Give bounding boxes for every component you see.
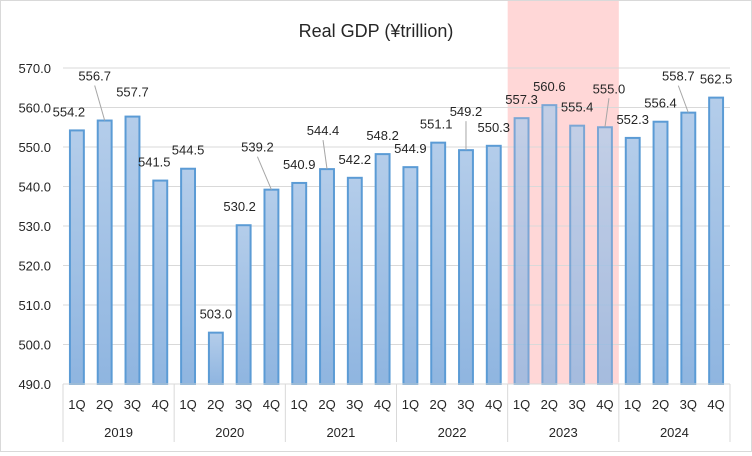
data-label: 556.7 xyxy=(78,69,111,84)
bar-2021-1Q xyxy=(291,181,308,385)
bar-2021-3Q xyxy=(346,176,363,385)
bar-2020-3Q xyxy=(235,224,252,385)
y-tick-label: 570.0 xyxy=(18,61,51,76)
data-label: 554.2 xyxy=(53,104,86,119)
data-label: 548.2 xyxy=(366,128,399,143)
x-tick-label: 2Q xyxy=(207,397,224,412)
leader-line xyxy=(256,156,272,190)
x-tick-label: 4Q xyxy=(485,397,502,412)
x-group-label: 2023 xyxy=(549,425,578,440)
bar-2023-1Q xyxy=(513,117,530,385)
x-group-label: 2020 xyxy=(215,425,244,440)
bar-2024-4Q xyxy=(708,96,725,385)
bar-2019-4Q xyxy=(152,179,169,385)
x-tick-label: 2Q xyxy=(652,397,669,412)
data-label: 544.4 xyxy=(307,123,340,138)
chart-title: Real GDP (¥trillion) xyxy=(299,21,454,41)
bar-2024-3Q xyxy=(680,111,697,385)
y-tick-label: 550.0 xyxy=(18,140,51,155)
x-group-label: 2019 xyxy=(104,425,133,440)
y-tick-label: 510.0 xyxy=(18,298,51,313)
bar-2024-1Q xyxy=(624,136,641,385)
bar-2022-4Q xyxy=(485,144,502,385)
y-tick-label: 500.0 xyxy=(18,338,51,353)
data-label: 541.5 xyxy=(138,155,171,170)
bar-2020-2Q xyxy=(207,331,224,385)
leader-line xyxy=(604,98,610,128)
x-tick-label: 2Q xyxy=(318,397,335,412)
x-tick-label: 4Q xyxy=(707,397,724,412)
bar-2020-4Q xyxy=(263,188,280,385)
bar-2023-3Q xyxy=(569,124,586,385)
x-tick-label: 1Q xyxy=(513,397,530,412)
x-tick-label: 1Q xyxy=(624,397,641,412)
x-group-label: 2021 xyxy=(326,425,355,440)
bar-2022-1Q xyxy=(402,166,419,385)
x-group-label: 2024 xyxy=(660,425,689,440)
bar-2022-2Q xyxy=(430,141,447,385)
bar-2019-2Q xyxy=(96,119,113,385)
bar-2022-3Q xyxy=(458,149,474,385)
bar-2023-4Q xyxy=(596,126,613,385)
x-tick-label: 2Q xyxy=(541,397,558,412)
bar-2019-1Q xyxy=(68,129,85,385)
y-tick-label: 560.0 xyxy=(18,101,51,116)
bar-2024-2Q xyxy=(652,120,669,385)
data-label: 550.3 xyxy=(477,120,510,135)
data-label: 539.2 xyxy=(241,140,274,155)
leader-line xyxy=(677,85,689,113)
data-label: 552.3 xyxy=(616,112,649,127)
bar-2021-2Q xyxy=(319,168,335,385)
y-tick-label: 540.0 xyxy=(18,180,51,195)
bar-2023-2Q xyxy=(541,104,558,385)
x-tick-label: 1Q xyxy=(402,397,419,412)
x-tick-label: 3Q xyxy=(680,397,697,412)
x-tick-label: 4Q xyxy=(263,397,280,412)
data-label: 562.5 xyxy=(700,72,733,87)
x-tick-label: 1Q xyxy=(291,397,308,412)
x-tick-label: 4Q xyxy=(374,397,391,412)
x-tick-label: 1Q xyxy=(68,397,85,412)
y-tick-label: 520.0 xyxy=(18,259,51,274)
x-tick-label: 2Q xyxy=(96,397,113,412)
x-group-label: 2022 xyxy=(438,425,467,440)
leader-line xyxy=(322,140,328,170)
data-label: 557.3 xyxy=(505,92,538,107)
y-tick-label: 530.0 xyxy=(18,219,51,234)
data-label: 542.2 xyxy=(339,152,372,167)
data-label: 557.7 xyxy=(116,85,149,100)
data-label: 558.7 xyxy=(662,69,695,84)
data-label: 556.4 xyxy=(644,96,677,111)
data-label: 540.9 xyxy=(283,157,316,172)
bar-2021-4Q xyxy=(374,153,391,385)
data-label: 544.9 xyxy=(394,141,427,156)
data-label: 503.0 xyxy=(200,307,233,322)
bar-2020-1Q xyxy=(180,167,197,385)
x-tick-label: 3Q xyxy=(568,397,585,412)
data-label: 555.0 xyxy=(593,81,626,96)
x-tick-label: 3Q xyxy=(124,397,141,412)
data-label: 544.5 xyxy=(172,143,205,158)
x-tick-label: 2Q xyxy=(430,397,447,412)
x-tick-label: 1Q xyxy=(179,397,196,412)
x-tick-label: 3Q xyxy=(346,397,363,412)
x-tick-label: 3Q xyxy=(457,397,474,412)
y-tick-label: 490.0 xyxy=(18,377,51,392)
data-label: 530.2 xyxy=(223,199,256,214)
leader-line xyxy=(94,85,106,121)
x-tick-label: 4Q xyxy=(152,397,169,412)
data-label: 549.2 xyxy=(450,104,483,119)
x-tick-label: 3Q xyxy=(235,397,252,412)
x-tick-label: 4Q xyxy=(596,397,613,412)
data-label: 560.6 xyxy=(533,79,566,94)
data-label: 555.4 xyxy=(561,100,594,115)
data-label: 551.1 xyxy=(420,117,453,132)
